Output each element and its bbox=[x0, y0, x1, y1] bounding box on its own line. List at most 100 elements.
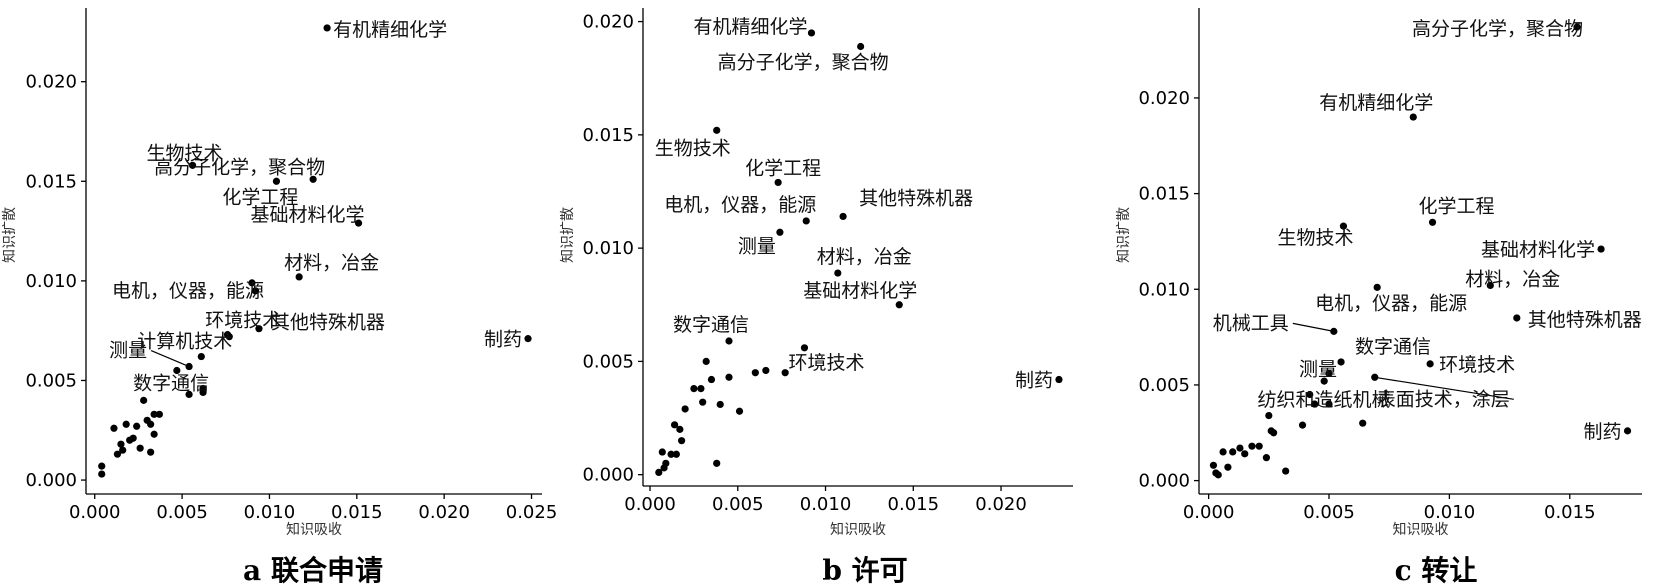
point-label: 高分子化学，聚合物 bbox=[718, 52, 889, 74]
data-point bbox=[667, 450, 675, 458]
label-leader-line bbox=[1292, 322, 1334, 332]
scatter-panel-0: 0.000 0.005 0.010 0.015 0.020 0.025 0.000 0.005… bbox=[1, 8, 557, 587]
x-tick-label: 0.010 bbox=[800, 494, 852, 515]
data-point bbox=[119, 446, 127, 454]
data-point bbox=[1282, 467, 1290, 475]
data-point bbox=[255, 325, 263, 333]
point-label: 生物技术 bbox=[1277, 227, 1353, 249]
data-point bbox=[725, 373, 733, 381]
data-point bbox=[98, 462, 106, 470]
point-label: 其他特殊机器 bbox=[859, 187, 973, 209]
data-point bbox=[309, 175, 317, 183]
point-label: 环境技术 bbox=[788, 352, 864, 374]
data-point bbox=[716, 400, 724, 409]
data-point bbox=[1255, 442, 1263, 450]
data-point bbox=[1426, 360, 1434, 368]
point-label: 纺织和造纸机械 bbox=[1258, 389, 1391, 411]
data-point bbox=[323, 24, 331, 32]
y-tick-label: 0.010 bbox=[582, 238, 634, 259]
x-axis-title: 知识吸收 bbox=[830, 521, 886, 538]
data-point bbox=[173, 366, 181, 375]
point-label: 材料，冶金 bbox=[817, 246, 912, 268]
data-point bbox=[776, 228, 784, 236]
data-point bbox=[129, 434, 137, 442]
data-point bbox=[1262, 454, 1271, 462]
data-point bbox=[197, 352, 205, 361]
data-point bbox=[762, 366, 770, 375]
panel-caption: c 转让 bbox=[1395, 554, 1478, 587]
data-point bbox=[699, 398, 707, 406]
point-label: 有机精细化学 bbox=[333, 19, 447, 41]
point-label: 材料，冶金 bbox=[284, 252, 379, 274]
data-point bbox=[524, 335, 532, 343]
data-point bbox=[1310, 400, 1319, 408]
point-label: 制药 bbox=[1584, 421, 1622, 443]
point-label: 数字通信 bbox=[133, 372, 209, 394]
data-point bbox=[670, 421, 679, 429]
x-tick-label: 0.010 bbox=[1424, 502, 1476, 523]
data-point bbox=[658, 448, 666, 456]
data-point bbox=[98, 470, 106, 478]
data-point bbox=[1236, 444, 1244, 452]
x-tick-label: 0.000 bbox=[1183, 502, 1235, 523]
data-point bbox=[251, 287, 260, 295]
point-label: 环境技术 bbox=[205, 310, 281, 332]
data-point bbox=[272, 177, 281, 185]
data-point bbox=[155, 410, 163, 418]
data-point bbox=[1371, 373, 1379, 381]
data-point bbox=[1409, 113, 1417, 121]
y-tick-label: 0.005 bbox=[25, 370, 77, 391]
point-label: 有机精细化学 bbox=[693, 16, 807, 38]
x-tick-label: 0.005 bbox=[156, 502, 208, 523]
data-point bbox=[655, 468, 663, 477]
x-tick-label: 0.015 bbox=[888, 494, 940, 515]
point-label: 机械工具 bbox=[1213, 312, 1289, 334]
data-point bbox=[1265, 411, 1273, 420]
x-tick-label: 0.025 bbox=[506, 502, 558, 523]
data-point bbox=[672, 450, 680, 458]
x-tick-label: 0.000 bbox=[624, 494, 676, 515]
y-tick-label: 0.010 bbox=[1138, 279, 1190, 300]
data-point bbox=[713, 126, 721, 134]
data-point bbox=[707, 375, 716, 384]
point-label: 材料，冶金 bbox=[1465, 268, 1560, 290]
point-label: 制药 bbox=[1015, 370, 1053, 392]
data-point bbox=[735, 407, 744, 415]
data-point bbox=[1224, 463, 1232, 471]
data-point bbox=[295, 273, 303, 281]
data-point bbox=[1339, 222, 1348, 230]
data-point bbox=[1248, 442, 1256, 450]
y-axis-title: 知识扩散 bbox=[1115, 207, 1132, 263]
data-point bbox=[354, 219, 363, 227]
data-point bbox=[834, 269, 842, 277]
data-point bbox=[800, 344, 809, 352]
data-point bbox=[895, 301, 903, 309]
data-point bbox=[1055, 375, 1063, 384]
data-point bbox=[1573, 23, 1581, 31]
y-axis-title: 知识扩散 bbox=[1, 207, 18, 263]
point-label: 表面技术，涂层 bbox=[1377, 388, 1510, 410]
data-point bbox=[839, 212, 847, 221]
point-label: 环境技术 bbox=[1439, 354, 1515, 376]
data-point bbox=[774, 178, 782, 187]
data-point bbox=[697, 384, 705, 393]
data-point bbox=[117, 440, 125, 448]
data-point bbox=[136, 444, 144, 452]
data-point bbox=[678, 437, 686, 445]
x-tick-label: 0.015 bbox=[331, 502, 383, 523]
data-point bbox=[1214, 471, 1222, 479]
data-point bbox=[147, 420, 155, 428]
data-point bbox=[1330, 327, 1338, 335]
point-label: 生物技术 bbox=[655, 137, 731, 159]
point-label: 化学工程 bbox=[222, 186, 298, 208]
x-tick-label: 0.015 bbox=[1544, 502, 1596, 523]
data-point bbox=[1597, 245, 1605, 253]
data-point bbox=[690, 384, 698, 393]
label-leader-line bbox=[1374, 376, 1514, 400]
data-point bbox=[1306, 390, 1314, 399]
data-point bbox=[122, 420, 130, 428]
point-label: 化学工程 bbox=[745, 157, 821, 179]
point-label: 基础材料化学 bbox=[803, 280, 917, 302]
data-point bbox=[681, 405, 689, 413]
